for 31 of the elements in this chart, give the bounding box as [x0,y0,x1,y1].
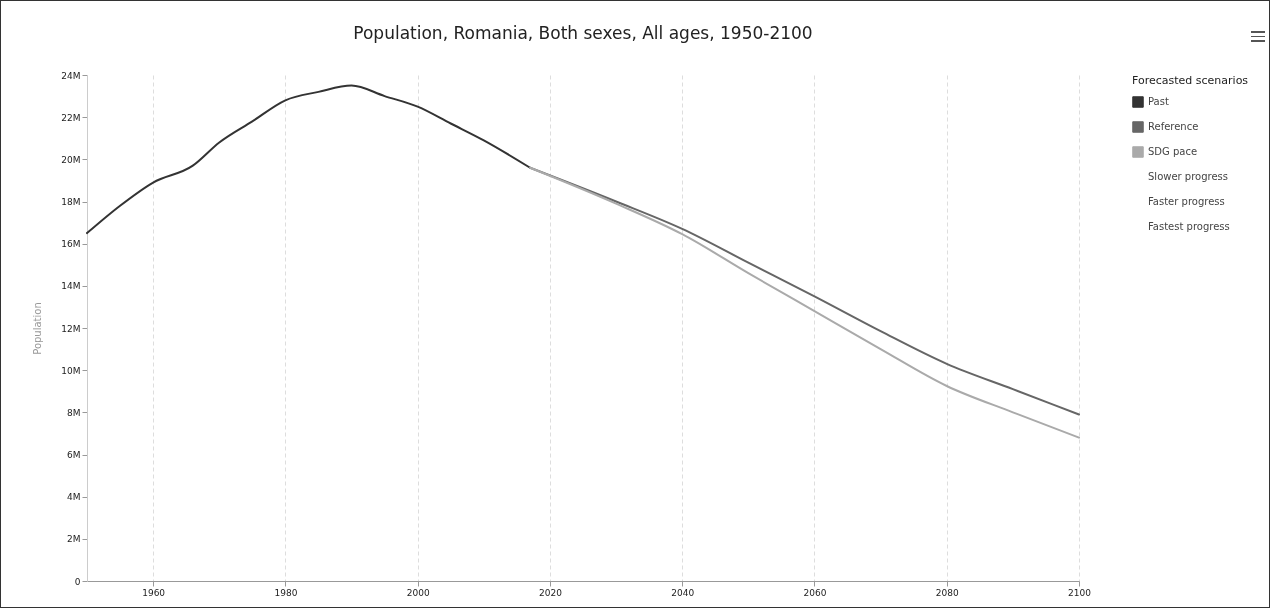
y-tick-label: 24M [61,70,81,81]
x-tick-label: 2060 [803,587,827,598]
x-tick-label: 2020 [538,587,563,598]
legend-title: Forecasted scenarios [1132,74,1249,87]
text: Faster progress [1148,196,1225,207]
y-tick-label: 6M [67,450,81,460]
x-tick-label: 1960 [142,587,166,598]
y-tick-label: 22M [61,112,81,123]
chart-title: Population, Romania, Both sexes, All ages, 1950-2100 [353,23,813,43]
x-tick-label: 2040 [671,587,695,598]
line-series [86,84,532,235]
legend-label: Reference [1148,121,1199,132]
x-tick-label: 2080 [935,587,959,598]
y-tick-label: 16M [61,239,81,250]
text: Slower progress [1148,171,1229,182]
y-tick-label: 2M [67,534,81,545]
x-tick-label: 2100 [1068,587,1092,598]
x-tick-label: 1980 [274,587,298,598]
y-tick-label: 18M [61,197,81,207]
legend-label: SDG pace [1148,146,1198,157]
y-tick-label: 10M [61,365,81,376]
y-tick-label: 20M [61,154,81,165]
y-tick-label: 0 [74,576,81,587]
legend-label: Past [1148,96,1169,107]
y-axis-title: Population [32,302,44,355]
y-tick-label: 8M [67,407,81,418]
y-tick-label: 4M [67,492,81,503]
y-tick-label: 12M [61,323,81,334]
text: Fastest progress [1148,221,1230,232]
y-tick-label: 14M [61,281,81,292]
x-tick-label: 2000 [406,587,430,598]
